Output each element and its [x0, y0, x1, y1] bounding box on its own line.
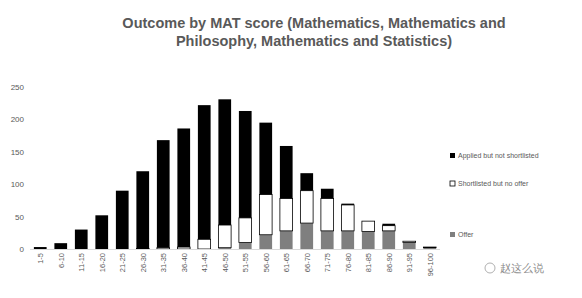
bar	[157, 249, 170, 250]
x-tick-label: 61-65	[282, 253, 291, 272]
bar	[300, 191, 313, 223]
bar	[280, 198, 293, 230]
x-tick-label: 66-70	[303, 253, 312, 272]
legend-label: Shortlisted but no offer	[458, 180, 529, 187]
bar	[198, 105, 211, 239]
x-tick-label: 1-5	[36, 253, 45, 264]
y-tick-label: 0	[20, 245, 25, 254]
x-tick-label: 81-85	[364, 253, 373, 272]
bar	[362, 221, 375, 222]
y-tick-label: 250	[11, 83, 25, 92]
bar	[280, 231, 293, 249]
bar	[198, 239, 211, 249]
x-tick-label: 41-45	[200, 253, 209, 272]
x-tick-label: 86-90	[385, 253, 394, 272]
bar	[362, 232, 375, 249]
x-tick-label: 16-20	[98, 253, 107, 272]
x-axis-line	[30, 249, 440, 250]
bar	[177, 247, 190, 249]
watermark-icon	[485, 263, 495, 273]
bar	[423, 248, 436, 249]
bar	[362, 221, 375, 231]
x-tick-label: 56-60	[262, 253, 271, 272]
watermark: 赵这么说	[500, 262, 544, 275]
bar	[321, 189, 334, 199]
bar	[423, 247, 436, 249]
bar	[259, 195, 272, 235]
bar	[34, 247, 47, 249]
bar	[239, 218, 252, 243]
y-tick-label: 50	[15, 213, 24, 222]
x-tick-label: 46-50	[221, 253, 230, 272]
x-tick-label: 36-40	[180, 253, 189, 272]
bar	[157, 248, 170, 249]
bar	[300, 173, 313, 190]
y-tick-label: 150	[11, 148, 25, 157]
x-tick-label: 31-35	[159, 253, 168, 272]
bar	[136, 171, 149, 248]
bar	[321, 231, 334, 249]
bar	[95, 215, 108, 249]
bars	[34, 99, 436, 249]
bar	[280, 146, 293, 198]
y-tick-label: 100	[11, 180, 25, 189]
x-tick-label: 6-10	[57, 253, 66, 268]
bar	[177, 128, 190, 247]
bar	[403, 241, 416, 242]
legend-swatch	[450, 232, 455, 237]
bar	[116, 191, 129, 249]
bar	[341, 204, 354, 205]
legend-label: Applied but not shortlisted	[458, 152, 539, 160]
x-tick-label: 96-100	[426, 253, 435, 276]
bar	[157, 140, 170, 248]
bar	[382, 224, 395, 226]
legend-swatch	[450, 153, 455, 158]
chart: 0 50 100 150 200 250 1-5 6-10 11-15 16-20 21-25 26-…	[0, 0, 582, 298]
x-tick-label: 51-55	[241, 253, 250, 272]
x-tick-label: 71-75	[323, 253, 332, 272]
legend-label: Offer	[458, 231, 474, 238]
bar	[239, 243, 252, 249]
bar	[403, 241, 416, 242]
x-tick-label: 91-95	[405, 253, 414, 272]
bar	[341, 205, 354, 231]
bar	[54, 243, 67, 249]
bar	[259, 123, 272, 195]
bar	[321, 198, 334, 230]
bar	[218, 99, 231, 225]
bar	[341, 231, 354, 249]
bar	[403, 243, 416, 249]
bar	[75, 230, 88, 249]
bar	[382, 231, 395, 249]
bar	[136, 249, 149, 250]
bar	[259, 235, 272, 249]
x-tick-label: 76-80	[344, 253, 353, 272]
bar	[239, 111, 252, 218]
bar	[218, 225, 231, 248]
chart-title: Outcome by MAT score (Mathematics, Mathe…	[118, 14, 510, 50]
x-tick-label: 11-15	[77, 253, 86, 272]
x-tick-label: 26-30	[139, 253, 148, 272]
y-tick-label: 200	[11, 115, 25, 124]
bar	[300, 223, 313, 249]
bar	[423, 247, 436, 248]
x-tick-label: 21-25	[118, 253, 127, 272]
bar	[382, 226, 395, 231]
legend-swatch	[450, 181, 455, 186]
